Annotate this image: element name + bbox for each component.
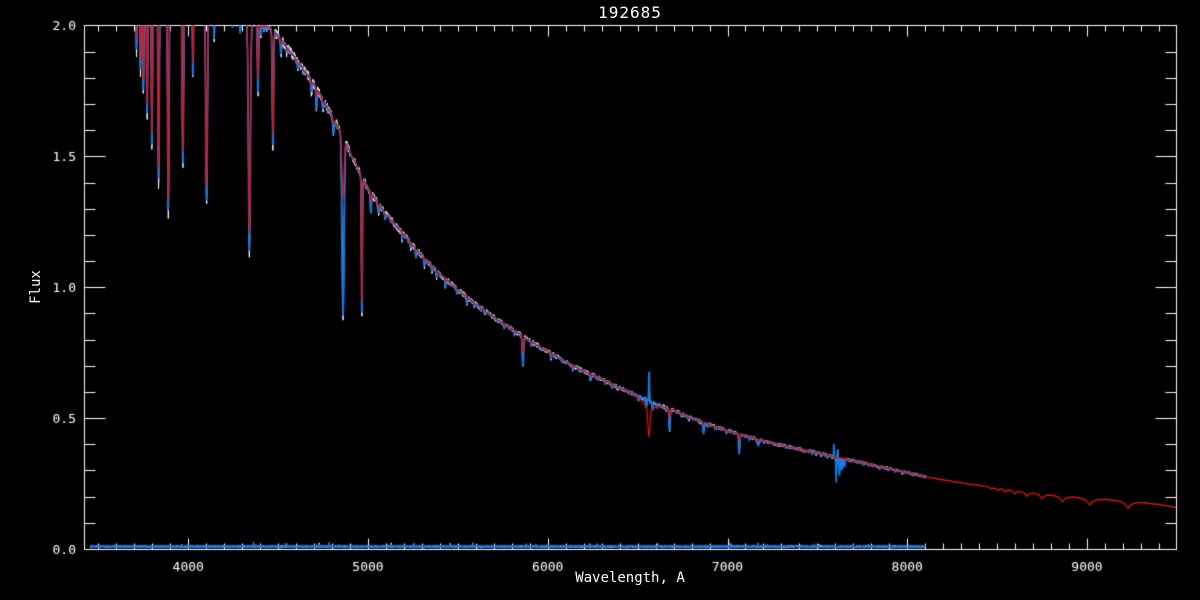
y-axis-label: Flux <box>28 270 44 304</box>
plot-title: 192685 <box>598 3 662 22</box>
x-axis-label: Wavelength, A <box>575 570 685 586</box>
